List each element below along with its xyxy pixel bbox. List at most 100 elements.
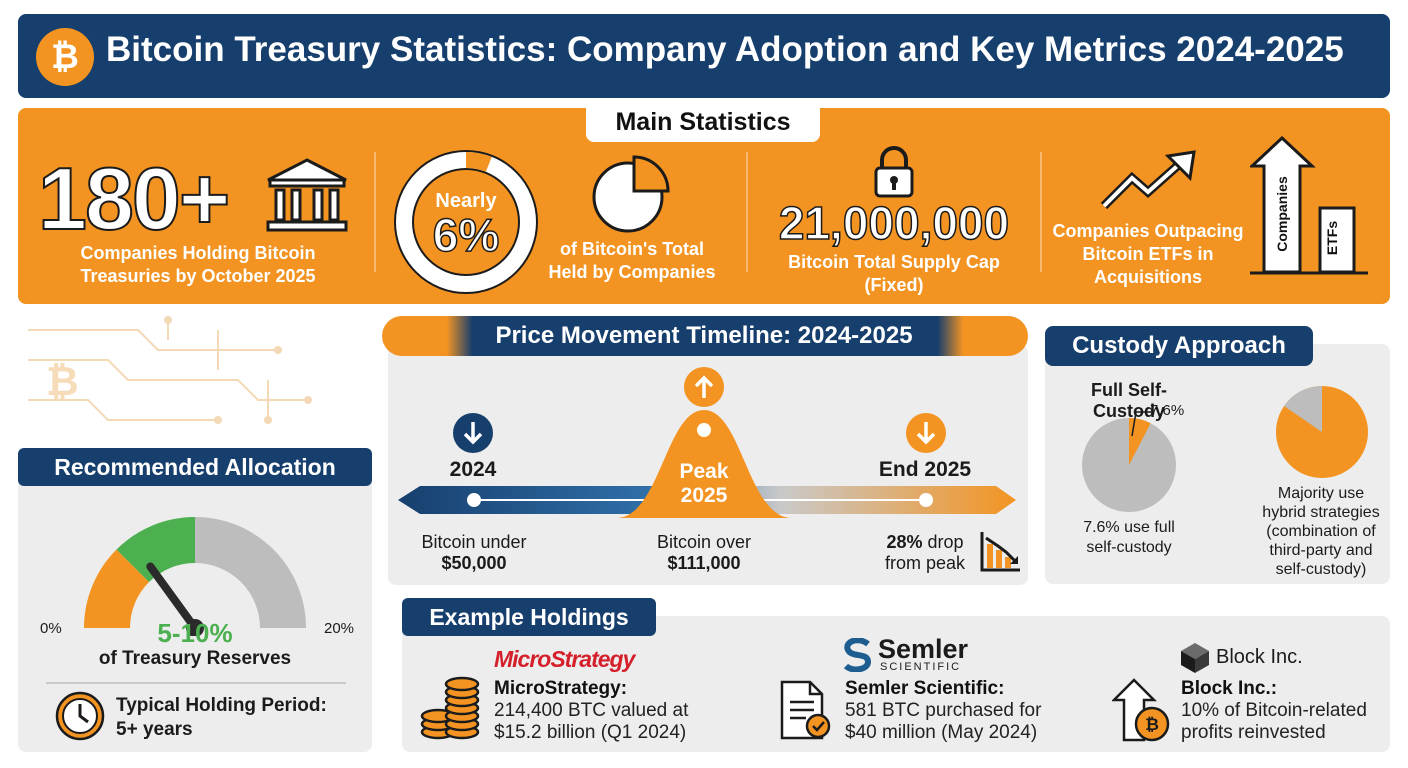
- bar-label-etfs: ETFs: [1324, 220, 1340, 256]
- share-ring-value: 6%: [432, 208, 500, 262]
- example-desc: 581 BTC purchased for $40 million (May 2…: [845, 700, 1041, 744]
- gauge-segment-low: [84, 549, 150, 629]
- reinvest-arrow-coin-icon: ₿: [1112, 678, 1170, 742]
- timeline-down-arrow-icon: [453, 413, 493, 453]
- timeline-graphic: [398, 410, 1016, 518]
- gauge-min-label: 0%: [40, 620, 62, 637]
- gauge-segment-recommended: [116, 517, 196, 583]
- stat-divider: [746, 152, 748, 272]
- block-logo-icon: [1181, 643, 1209, 673]
- stat-divider: [1040, 152, 1042, 272]
- lock-icon: [874, 146, 914, 198]
- self-custody-heading: Full Self-Custody: [1091, 380, 1167, 421]
- self-custody-desc-line: 7.6% use full: [1083, 519, 1175, 536]
- stat-outpacing-label-line: Acquisitions: [1093, 267, 1202, 287]
- holding-period-value: 5+ years: [116, 719, 193, 740]
- stat-outpacing-label-line: Bitcoin ETFs in: [1082, 244, 1214, 264]
- stat-divider: [374, 152, 376, 272]
- example-desc-line: profits reinvested: [1181, 722, 1326, 743]
- example-name: Semler Scientific:: [845, 678, 1005, 699]
- semler-logo-subtext: SCIENTIFIC: [880, 661, 962, 673]
- pie-label-leader-line: [1131, 411, 1152, 437]
- timeline-point-desc: 28% drop from peak: [870, 532, 980, 574]
- examples-title: Example Holdings: [402, 598, 656, 636]
- microstrategy-logo: MicroStrategy: [494, 646, 635, 672]
- main-statistics-label: Main Statistics: [586, 102, 820, 142]
- trend-up-arrow-icon: [1100, 150, 1196, 210]
- bar-label-companies: Companies: [1274, 176, 1290, 252]
- hybrid-desc-line: self-custody): [1275, 561, 1367, 578]
- svg-text:₿: ₿: [46, 360, 79, 404]
- timeline-title: Price Movement Timeline: 2024-2025: [495, 322, 913, 349]
- svg-text:₿: ₿: [1145, 715, 1159, 734]
- stat-companies-label: Companies Holding Bitcoin Treasuries by …: [40, 242, 356, 288]
- semler-logo-icon: [843, 638, 872, 672]
- page-title: Bitcoin Treasury Statistics: Company Ado…: [106, 30, 1344, 69]
- stat-outpacing-label: Companies Outpacing Bitcoin ETFs in Acqu…: [1046, 220, 1250, 289]
- timeline-point-label: End 2025: [878, 458, 972, 481]
- timeline-desc-line: Bitcoin under: [421, 532, 527, 552]
- timeline-point-label: 2024: [449, 458, 497, 481]
- timeline-desc-text: drop: [922, 532, 964, 552]
- timeline-title-bar: [382, 316, 1028, 356]
- allocation-divider: [46, 682, 346, 684]
- circuit-decoration: ₿: [28, 316, 312, 424]
- hybrid-desc-line: hybrid strategies: [1262, 504, 1380, 521]
- timeline-drop-percent: 28%: [886, 532, 923, 552]
- self-custody-slice: [1129, 418, 1151, 465]
- timeline-point-desc: Bitcoin over $111,000: [636, 532, 772, 574]
- hybrid-custody-desc: Majority use hybrid strategies (combinat…: [1250, 484, 1392, 579]
- example-desc-line: 10% of Bitcoin-related: [1181, 700, 1367, 721]
- gauge-max-label: 20%: [324, 620, 355, 637]
- allocation-value: 5-10%: [157, 618, 233, 648]
- stat-share-label-line: Held by Companies: [548, 262, 716, 282]
- self-custody-pie: [1082, 418, 1176, 512]
- timeline-up-arrow-icon: [684, 367, 724, 407]
- hybrid-desc-line: third-party and: [1269, 542, 1373, 559]
- self-custody-desc: 7.6% use full self-custody: [1060, 518, 1198, 558]
- timeline-peak-label: Peak 2025: [650, 460, 758, 508]
- allocation-caption: of Treasury Reserves: [98, 648, 292, 669]
- stat-companies-label-line: Treasuries by October 2025: [80, 266, 316, 286]
- companies-vs-etfs-bars: [1250, 136, 1368, 275]
- stat-supply-label: Bitcoin Total Supply Cap (Fixed): [756, 251, 1032, 297]
- stat-supply-value: 21,000,000: [778, 196, 1010, 250]
- timeline-peak-label-line: Peak: [679, 460, 729, 483]
- stat-supply-label-line: Bitcoin Total Supply Cap: [788, 252, 1000, 272]
- self-custody-pie-label: 7.6%: [1150, 402, 1185, 419]
- coin-stack-icon: [420, 676, 480, 740]
- example-desc-line: 214,400 BTC valued at: [494, 700, 689, 721]
- allocation-gauge: [84, 517, 306, 636]
- timeline-point-desc: Bitcoin under $50,000: [406, 532, 542, 574]
- share-ring-top: Nearly: [435, 190, 497, 212]
- bitcoin-logo-icon: ₿: [36, 28, 94, 86]
- example-desc-line: $40 million (May 2024): [845, 722, 1038, 743]
- example-name: MicroStrategy:: [494, 678, 628, 699]
- examples-panel: [402, 616, 1390, 752]
- stat-share-label-line: of Bitcoin's Total: [560, 239, 704, 259]
- holding-period: Typical Holding Period: 5+ years: [116, 694, 327, 742]
- share-ring-segment: [465, 152, 492, 172]
- timeline-desc-line: from peak: [884, 553, 966, 573]
- clock-icon: [55, 691, 105, 741]
- allocation-title: Recommended Allocation: [18, 448, 372, 486]
- stat-supply-label-line: (Fixed): [864, 275, 924, 295]
- example-desc: 214,400 BTC valued at $15.2 billion (Q1 …: [494, 700, 688, 744]
- timeline-peak-label-line: 2025: [680, 484, 728, 507]
- declining-chart-icon: [980, 532, 1020, 572]
- stat-share-label: of Bitcoin's Total Held by Companies: [530, 238, 734, 284]
- timeline-desc-value: $111,000: [667, 553, 741, 573]
- timeline-down-arrow-icon: [906, 413, 946, 453]
- stat-outpacing-label-line: Companies Outpacing: [1052, 221, 1244, 241]
- share-ring: [394, 150, 538, 294]
- example-desc-line: $15.2 billion (Q1 2024): [494, 722, 687, 743]
- gauge-needle: [146, 562, 199, 632]
- pie-chart-icon: [592, 155, 670, 233]
- example-name: Block Inc.:: [1181, 678, 1278, 699]
- document-check-icon: [780, 680, 831, 740]
- title-bar: [18, 14, 1390, 98]
- block-logo-text: Block Inc.: [1216, 646, 1303, 668]
- example-desc: 10% of Bitcoin-related profits reinveste…: [1181, 700, 1367, 744]
- hybrid-desc-line: (combination of: [1266, 523, 1376, 540]
- example-desc-line: 581 BTC purchased for: [845, 700, 1042, 721]
